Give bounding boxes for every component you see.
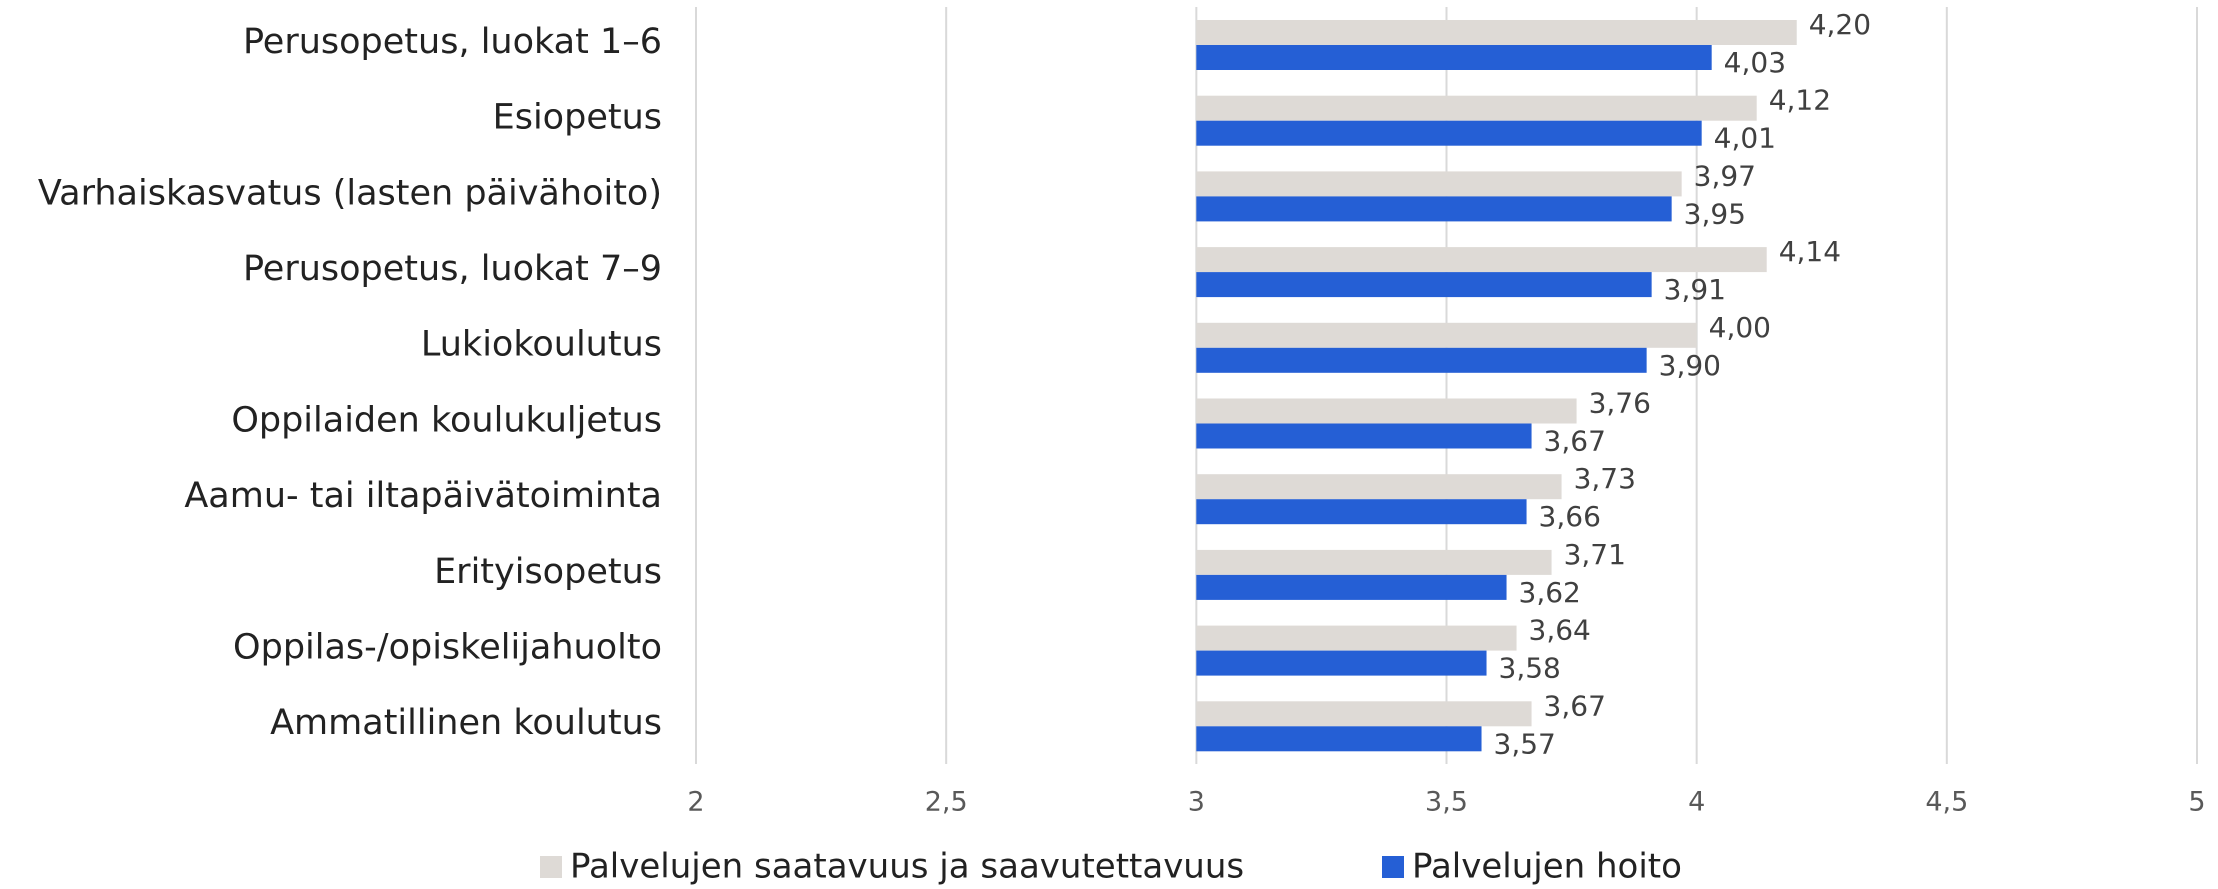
x-tick-label: 3,5 xyxy=(1425,787,1468,818)
category-label: Perusopetus, luokat 1–6 xyxy=(243,22,662,62)
bar xyxy=(1196,120,1702,146)
value-label: 3,73 xyxy=(1574,462,1636,495)
legend-label: Palvelujen hoito xyxy=(1412,847,1682,887)
legend-label: Palvelujen saatavuus ja saavutettavuus xyxy=(570,847,1244,887)
category-label: Perusopetus, luokat 7–9 xyxy=(243,249,662,289)
legend-swatch xyxy=(540,856,562,878)
bar xyxy=(1196,650,1487,676)
bar xyxy=(1196,171,1682,197)
value-label: 4,01 xyxy=(1714,122,1776,155)
value-label: 3,91 xyxy=(1664,273,1726,306)
x-tick-label: 5 xyxy=(2188,787,2205,818)
bar xyxy=(1196,272,1652,298)
value-label: 4,20 xyxy=(1809,8,1871,41)
category-label: Varhaiskasvatus (lasten päivähoito) xyxy=(38,173,662,213)
category-label: Ammatillinen koulutus xyxy=(270,703,662,743)
bar xyxy=(1196,625,1517,651)
x-tick-label: 2,5 xyxy=(925,787,968,818)
value-label: 4,14 xyxy=(1779,235,1841,268)
bar xyxy=(1196,726,1482,752)
x-tick-label: 4 xyxy=(1688,787,1705,818)
category-label: Oppilaiden koulukuljetus xyxy=(231,400,662,440)
x-tick-label: 2 xyxy=(687,787,704,818)
category-label: Esiopetus xyxy=(493,98,662,138)
value-label: 3,76 xyxy=(1589,387,1651,420)
legend-swatch xyxy=(1382,856,1404,878)
value-label: 3,67 xyxy=(1544,425,1606,458)
value-label: 3,64 xyxy=(1529,614,1591,647)
value-label: 3,71 xyxy=(1564,538,1626,571)
bar xyxy=(1196,95,1757,121)
category-label: Lukiokoulutus xyxy=(421,325,662,365)
category-label: Erityisopetus xyxy=(434,552,662,592)
value-label: 3,97 xyxy=(1694,159,1756,192)
value-label: 3,57 xyxy=(1494,727,1556,760)
value-label: 3,95 xyxy=(1684,197,1746,230)
bar xyxy=(1196,196,1672,222)
category-label: Aamu- tai iltapäivätoiminta xyxy=(184,476,662,516)
bar xyxy=(1196,499,1527,525)
bar xyxy=(1196,247,1767,273)
bar xyxy=(1196,549,1552,575)
x-tick-label: 3 xyxy=(1188,787,1205,818)
bar xyxy=(1196,347,1647,373)
x-tick-label: 4,5 xyxy=(1925,787,1968,818)
bar xyxy=(1196,423,1532,449)
value-label: 4,00 xyxy=(1709,311,1771,344)
value-label: 3,66 xyxy=(1539,500,1601,533)
bar xyxy=(1196,398,1577,424)
value-label: 3,58 xyxy=(1499,652,1561,685)
bar xyxy=(1196,45,1712,70)
value-label: 3,67 xyxy=(1544,689,1606,722)
bar xyxy=(1196,20,1797,45)
value-label: 4,03 xyxy=(1724,46,1786,79)
category-label: Oppilas-/opiskelijahuolto xyxy=(233,627,662,667)
value-label: 3,90 xyxy=(1659,349,1721,382)
bar xyxy=(1196,701,1532,727)
value-label: 3,62 xyxy=(1519,576,1581,609)
bar xyxy=(1196,322,1697,348)
bar xyxy=(1196,474,1562,500)
value-label: 4,12 xyxy=(1769,84,1831,117)
bar xyxy=(1196,574,1507,600)
